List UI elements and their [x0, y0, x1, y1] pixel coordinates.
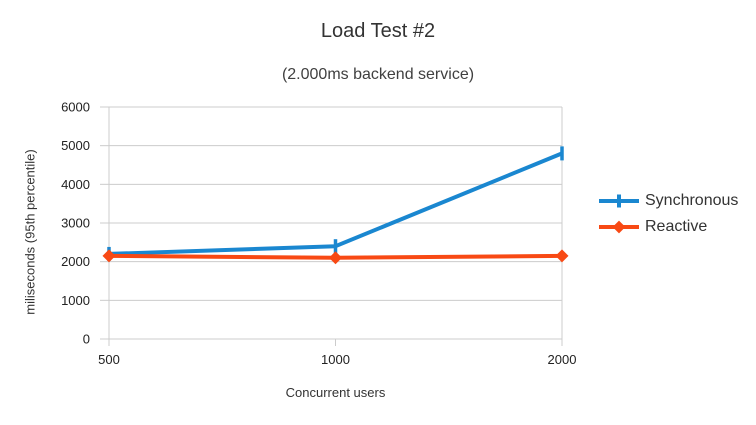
y-tick-label: 5000 — [61, 138, 90, 153]
y-tick-label: 6000 — [61, 100, 90, 115]
legend-label-reactive: Reactive — [645, 218, 708, 235]
synchronous-line-swatch — [599, 194, 639, 208]
diamond-marker — [102, 249, 116, 263]
diamond-marker-icon — [612, 220, 626, 234]
plus-marker-icon — [617, 194, 621, 208]
y-tick-label: 2000 — [61, 254, 90, 269]
y-tick-label: 1000 — [61, 293, 90, 308]
legend-item-synchronous: Synchronous — [599, 188, 738, 214]
x-axis-title: Concurrent users — [285, 385, 386, 400]
diamond-marker — [555, 249, 569, 263]
x-tick-label: 500 — [98, 352, 120, 367]
y-tick-label: 0 — [83, 332, 90, 347]
legend: Synchronous Reactive — [599, 188, 738, 240]
legend-label-synchronous: Synchronous — [645, 192, 739, 209]
chart-title: Load Test #2 — [320, 20, 436, 42]
y-axis-title: miliseconds (95th percentile) — [22, 149, 38, 315]
series-line-synchronous — [108, 151, 563, 256]
chart-subtitle: (2.000ms backend service) — [281, 66, 475, 83]
legend-item-reactive: Reactive — [599, 214, 738, 240]
x-tick-label: 2000 — [548, 352, 577, 367]
reactive-line-swatch — [599, 220, 639, 234]
x-tick-label: 1000 — [321, 352, 350, 367]
y-tick-label: 4000 — [61, 177, 90, 192]
y-tick-label: 3000 — [61, 216, 90, 231]
diamond-marker — [329, 251, 342, 265]
